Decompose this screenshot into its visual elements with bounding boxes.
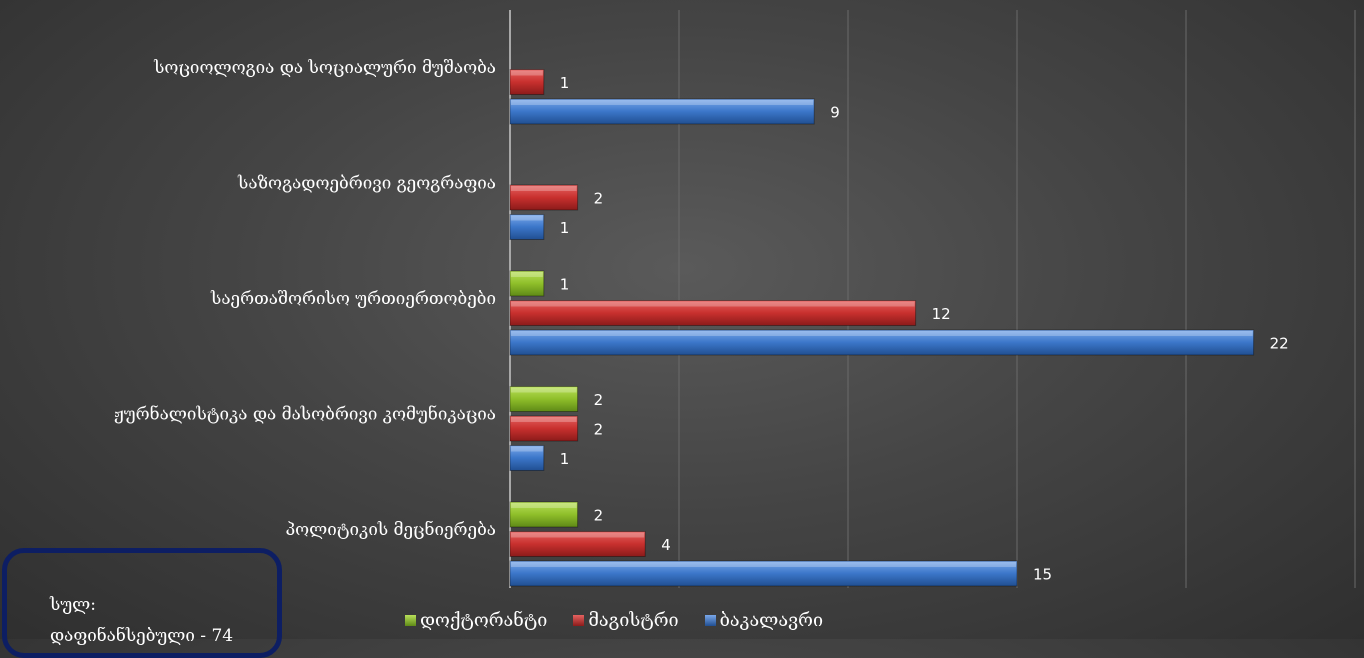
- bar-highlight: [511, 100, 814, 105]
- category-label: საზოგადოებრივი გეოგრაფია: [237, 174, 496, 194]
- bar-doctoral: [509, 270, 545, 297]
- data-label: 9: [830, 104, 840, 122]
- data-label: 2: [594, 190, 604, 208]
- bar-highlight: [511, 417, 577, 422]
- data-label: 15: [1033, 566, 1052, 584]
- summary-total: დაფინანსებული - 74: [50, 626, 234, 646]
- bar-highlight: [511, 532, 645, 538]
- legend-label: მაგისტრი: [588, 610, 679, 631]
- bar-highlight: [511, 70, 543, 76]
- legend-item-bachelor: ბაკალავრი: [704, 610, 824, 631]
- labels: 1 9 სოციოლოგია და სოციალური მუშაობა 2 1 საზოგ…: [114, 58, 1289, 584]
- bar-highlight: [511, 186, 577, 191]
- bar-doctoral: [509, 386, 579, 412]
- bar-doctoral: [509, 501, 579, 528]
- bar-bachelor: [509, 445, 545, 471]
- category-label: ჟურნალისტიკა და მასობრივი კომუნიკაცია: [114, 405, 496, 425]
- legend-item-doctoral: დოქტორანტი: [405, 610, 547, 631]
- bar-highlight: [511, 272, 543, 277]
- bar-bachelor: [509, 560, 1018, 587]
- gridlines: [509, 10, 1356, 588]
- bar-bachelor: [509, 98, 815, 125]
- bar-chart: 1 9 სოციოლოგია და სოციალური მუშაობა 2 1 საზოგ…: [114, 10, 1356, 588]
- data-label: 1: [560, 74, 570, 92]
- legend-label: დოქტორანტი: [420, 610, 548, 631]
- summary-title: სულ:: [50, 595, 97, 615]
- category-label: სოციოლოგია და სოციალური მუშაობა: [153, 58, 496, 78]
- legend: დოქტორანტი მაგისტრი ბაკალავრი: [405, 610, 823, 631]
- legend-swatch-green: [405, 615, 416, 626]
- data-label: 1: [560, 276, 570, 294]
- bar-bachelor: [509, 214, 545, 240]
- bar-highlight: [511, 215, 543, 221]
- bar-master: [509, 415, 579, 442]
- bar-highlight: [511, 562, 1016, 567]
- bar-highlight: [511, 446, 543, 452]
- data-label: 2: [594, 507, 604, 525]
- category-label: საერთაშორისო ურთიერთობები: [210, 289, 496, 309]
- legend-item-master: მაგისტრი: [573, 610, 679, 631]
- data-label: 2: [594, 391, 604, 409]
- data-label: 22: [1270, 335, 1289, 353]
- bar-highlight: [511, 387, 577, 393]
- data-label: 12: [932, 305, 951, 323]
- data-label: 1: [560, 450, 570, 468]
- bar-highlight: [511, 503, 577, 508]
- legend-swatch-red: [573, 615, 585, 626]
- bar-bachelor: [509, 329, 1255, 356]
- data-label: 4: [661, 536, 671, 554]
- category-label: პოლიტიკის მეცნიერება: [285, 520, 496, 540]
- data-label: 1: [560, 219, 570, 237]
- legend-label: ბაკალავრი: [719, 610, 824, 631]
- bar-master: [509, 531, 646, 557]
- bars: [509, 69, 1255, 587]
- legend-swatch-blue: [704, 615, 716, 626]
- data-label: 2: [594, 421, 604, 439]
- bar-master: [509, 69, 545, 95]
- summary-box: სულ: დაფინანსებული - 74: [2, 548, 282, 658]
- bar-master: [509, 300, 917, 326]
- bar-master: [509, 184, 579, 211]
- bar-highlight: [511, 301, 915, 307]
- bar-highlight: [511, 331, 1253, 336]
